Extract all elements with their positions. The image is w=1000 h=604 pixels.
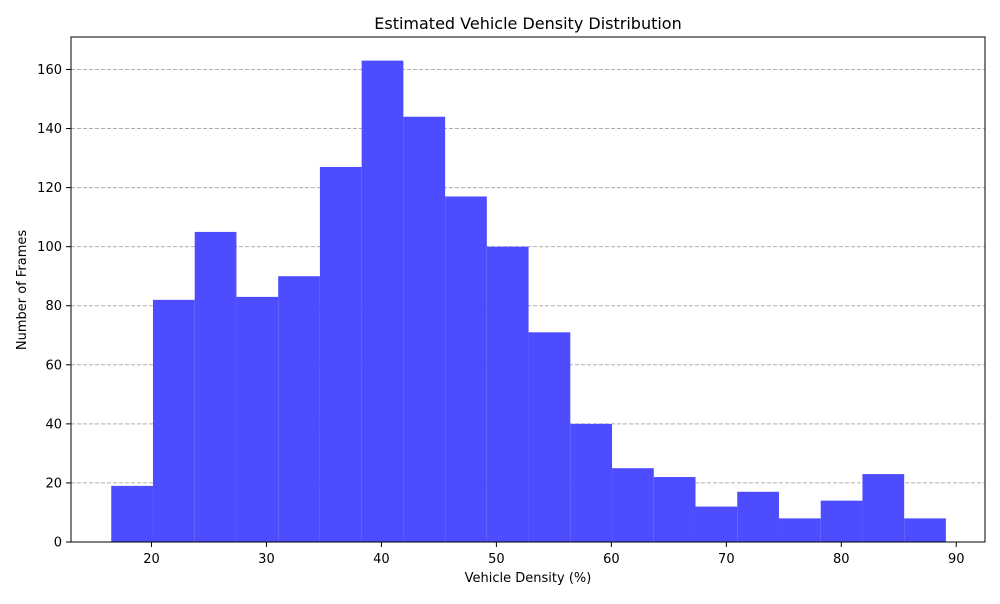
x-tick-label: 80 [833,552,850,567]
x-tick-label: 90 [948,552,965,567]
y-tick-label: 40 [45,417,62,432]
histogram-bar [778,518,821,542]
y-tick-label: 120 [37,181,62,196]
x-tick-label: 70 [718,552,735,567]
histogram-bar [152,299,195,542]
histogram-bar [361,60,404,542]
y-axis-ticks: 0 20 40 60 80 100 120 140 160 [37,63,71,551]
histogram-bar [319,166,362,542]
y-axis-label: Number of Frames [15,230,30,351]
y-tick-label: 160 [37,63,62,78]
histogram-bar [278,276,320,542]
y-tick-label: 140 [37,122,62,137]
x-tick-label: 60 [603,552,620,567]
histogram-bar [445,196,487,542]
histogram-bar [904,518,946,542]
y-tick-label: 20 [45,476,62,491]
axes [70,36,986,543]
x-tick-label: 20 [143,552,160,567]
histogram-bars [111,60,946,543]
histogram-bar [737,491,779,542]
y-tick-label: 80 [45,299,62,314]
chart-title: Estimated Vehicle Density Distribution [374,14,681,33]
histogram-bar [570,423,613,542]
histogram-bar [236,296,279,542]
x-tick-label: 50 [488,552,505,567]
x-tick-label: 30 [258,552,275,567]
plot-frame [70,36,986,543]
x-tick-label: 40 [373,552,390,567]
x-axis-label: Vehicle Density (%) [465,571,592,586]
histogram-bar [111,485,153,542]
histogram-bar [820,500,863,542]
histogram-bar [862,474,905,542]
histogram-bar [528,332,571,542]
histogram-bar [612,468,654,542]
histogram-bar [486,246,529,543]
y-tick-label: 0 [54,536,62,551]
histogram-bar [194,231,237,542]
x-axis-ticks: 20 30 40 50 60 70 80 90 [143,542,965,567]
y-tick-label: 100 [37,240,62,255]
histogram-bar [403,116,446,542]
histogram-bar [695,506,738,542]
histogram-bar [653,477,696,542]
y-tick-label: 60 [45,358,62,373]
